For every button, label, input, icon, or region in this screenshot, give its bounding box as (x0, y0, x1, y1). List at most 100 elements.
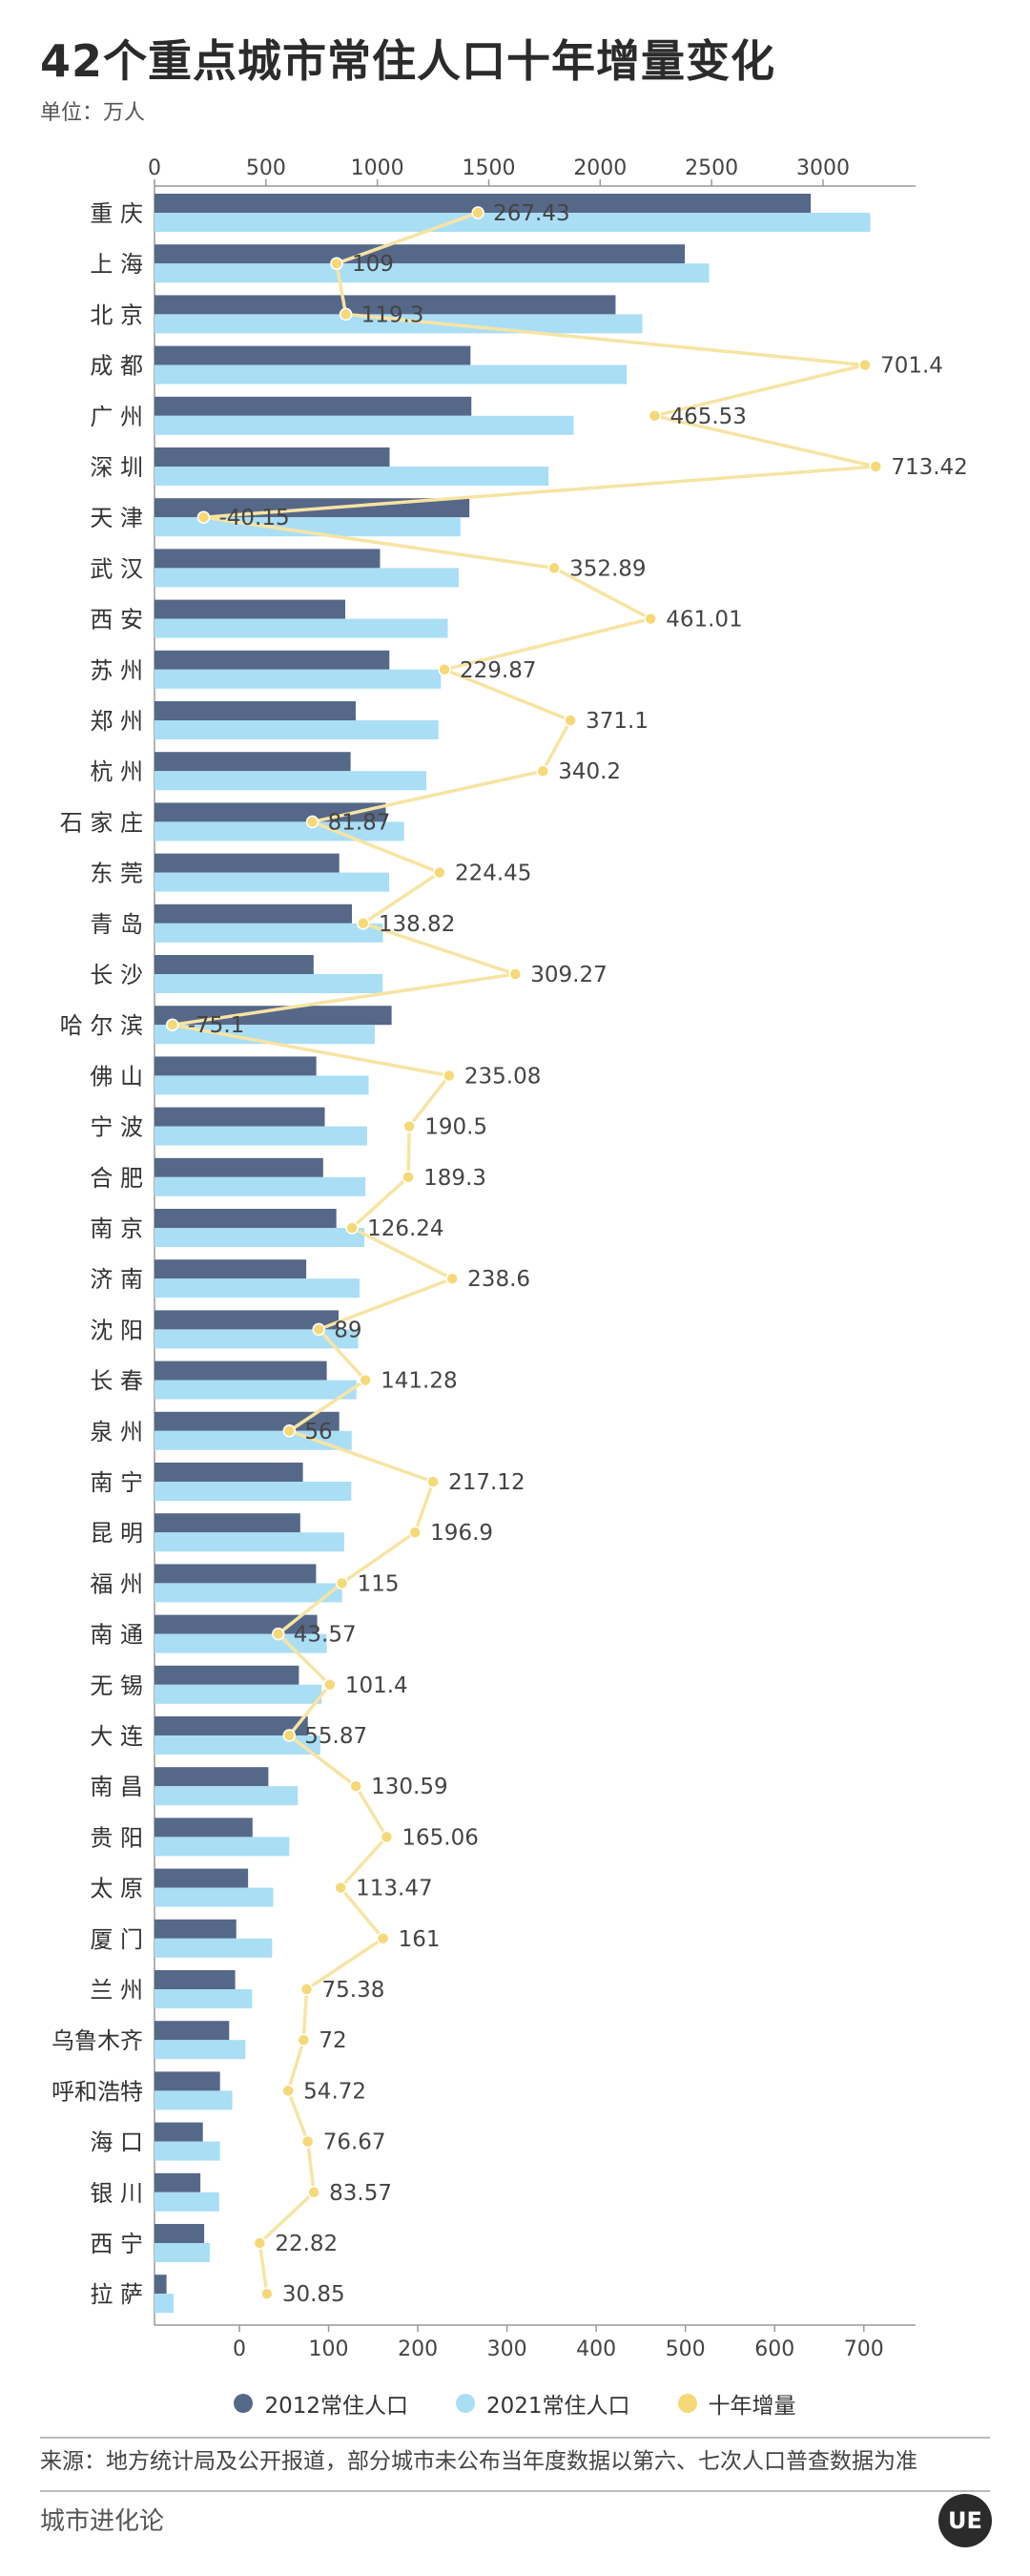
bar-2012 (154, 650, 390, 670)
source-divider (40, 2437, 990, 2439)
increase-point (282, 1729, 297, 1742)
bar-2021 (154, 720, 439, 739)
bar-2021 (154, 568, 459, 588)
increase-data-label: 22.82 (275, 2232, 338, 2256)
bar-2012 (154, 1056, 317, 1076)
category-label: 长 沙 (90, 962, 143, 988)
increase-point (323, 1678, 337, 1692)
category-label: 深 圳 (90, 454, 143, 481)
increase-data-label: 126.24 (367, 1216, 443, 1241)
increase-data-label: 713.42 (891, 455, 967, 480)
increase-data-label: 238.6 (467, 1267, 530, 1292)
increase-data-label: 138.82 (379, 912, 455, 937)
bar-2021 (154, 618, 448, 638)
increase-data-label: 76.67 (323, 2130, 386, 2155)
category-label: 苏 州 (90, 657, 143, 684)
increase-point (307, 2186, 320, 2199)
increase-data-label: 701.4 (880, 354, 943, 379)
bar-2012 (154, 2021, 230, 2041)
increase-point (357, 917, 370, 930)
legend-item-2021[interactable]: 2021常住人口 (456, 2387, 630, 2420)
bar-2012 (154, 1259, 307, 1279)
increase-data-label: 229.87 (460, 658, 536, 683)
bar-2012 (154, 1818, 253, 1838)
increase-point (345, 1221, 359, 1235)
bar-2021 (154, 467, 549, 486)
increase-data-label: -40.15 (218, 506, 289, 530)
bar-2021 (154, 2141, 220, 2161)
increase-point (433, 865, 446, 880)
bar-2021 (154, 1176, 366, 1196)
top-axis-tick-label: 2000 (573, 156, 627, 180)
brand-logo-icon: UE (938, 2494, 992, 2547)
legend-item-2012[interactable]: 2012常住人口 (234, 2387, 408, 2420)
legend-label-increase: 十年增量 (708, 2394, 796, 2419)
increase-data-label: 371.1 (586, 709, 649, 734)
increase-data-label: 465.53 (670, 405, 746, 429)
bar-2021 (154, 923, 383, 943)
increase-point (312, 1322, 326, 1337)
category-label: 泉 州 (90, 1419, 143, 1445)
increase-point (471, 206, 484, 219)
bar-2012 (154, 244, 686, 264)
legend-swatch-increase (677, 2394, 697, 2413)
top-axis-tick-label: 3000 (796, 156, 850, 180)
increase-data-label: 55.87 (304, 1724, 367, 1749)
increase-data-label: 190.5 (424, 1115, 487, 1140)
increase-point (300, 2134, 315, 2149)
bar-2021 (154, 213, 871, 232)
bottom-axis-tick-label: 400 (576, 2337, 616, 2361)
bar-2012 (154, 1665, 299, 1685)
increase-point (858, 358, 872, 372)
increase-point (272, 1627, 285, 1641)
category-label: 合 肥 (90, 1165, 143, 1192)
bottom-axis-tick-label: 0 (233, 2337, 246, 2361)
increase-point (339, 307, 353, 322)
increase-data-label: 75.38 (322, 1978, 385, 2003)
bar-2021 (154, 771, 427, 791)
increase-point (260, 2287, 274, 2300)
increase-line (171, 211, 878, 2295)
category-label: 郑 州 (90, 708, 143, 735)
bar-2012 (154, 955, 314, 974)
bar-2021 (154, 1837, 290, 1857)
legend-swatch-2012 (234, 2394, 254, 2413)
bar-2012 (154, 752, 351, 772)
bar-2021 (154, 1684, 322, 1704)
increase-point (297, 2033, 311, 2046)
category-label: 太 原 (90, 1876, 143, 1902)
brand-name: 城市进化论 (40, 2507, 165, 2536)
category-label: 昆 明 (90, 1520, 143, 1547)
footer-divider (40, 2490, 990, 2492)
increase-point (196, 510, 211, 524)
category-label: 上 海 (90, 251, 143, 278)
unit-label: 单位：万人 (40, 101, 146, 125)
bar-2012 (154, 1513, 300, 1533)
top-axis-tick-label: 1500 (462, 156, 515, 180)
category-label: 西 安 (90, 607, 143, 634)
source-note: 来源：地方统计局及公开报道，部分城市未公布当年度数据以第六、七次人口普查数据为准 (40, 2449, 917, 2474)
bar-2012 (154, 2071, 220, 2091)
category-label: 西 宁 (90, 2231, 143, 2257)
bar-2012 (154, 1107, 325, 1127)
increase-data-label: -75.1 (188, 1013, 245, 1038)
bar-2012 (154, 1209, 337, 1228)
increase-data-label: 109 (352, 252, 394, 277)
increase-point (305, 815, 319, 829)
increase-data-label: 224.45 (455, 862, 531, 886)
bar-2012 (154, 1361, 327, 1381)
increase-point (376, 1932, 390, 1945)
increase-point (380, 1830, 394, 1844)
increase-point (281, 2084, 295, 2098)
bar-2012 (154, 1564, 317, 1584)
category-label: 广 州 (90, 404, 143, 430)
category-label: 宁 波 (90, 1114, 143, 1141)
increase-data-label: 189.3 (423, 1166, 486, 1191)
bar-2021 (154, 2243, 210, 2262)
increase-point (334, 1880, 347, 1895)
category-label: 南 宁 (90, 1469, 143, 1496)
legend-swatch-2021 (456, 2394, 475, 2413)
bar-2021 (154, 1278, 360, 1298)
legend-item-increase[interactable]: 十年增量 (677, 2387, 796, 2420)
bar-2021 (154, 314, 643, 334)
